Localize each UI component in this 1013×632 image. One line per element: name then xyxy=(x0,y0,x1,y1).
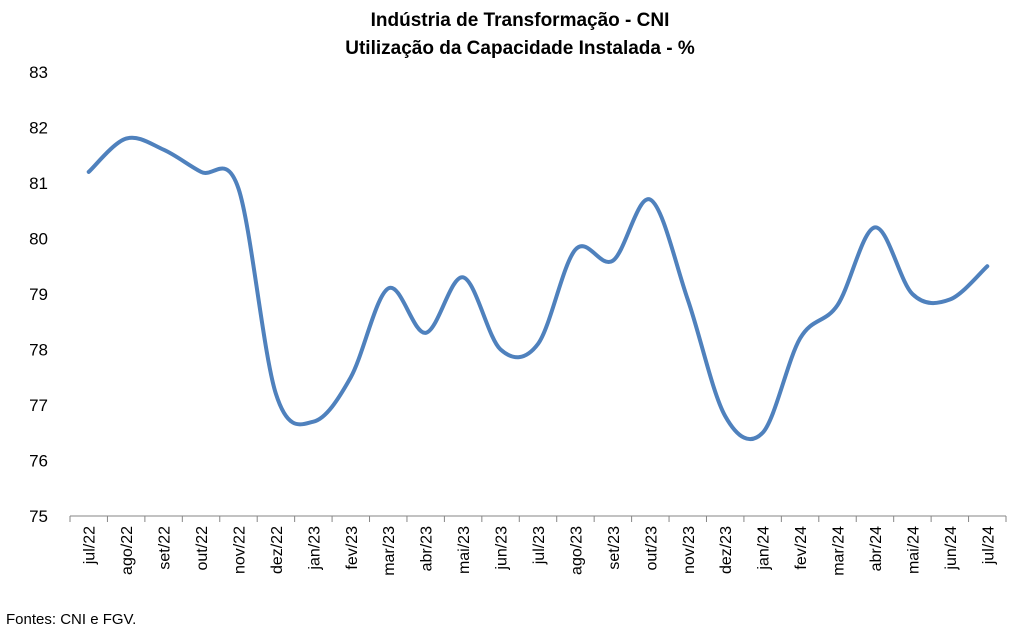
y-tick-label: 77 xyxy=(29,396,48,415)
x-tick-label: dez/23 xyxy=(718,526,735,574)
x-tick-label: mai/24 xyxy=(905,526,922,574)
y-tick-label: 81 xyxy=(29,174,48,193)
y-tick-label: 76 xyxy=(29,452,48,471)
y-tick-label: 79 xyxy=(29,285,48,304)
y-tick-label: 82 xyxy=(29,119,48,138)
x-tick-label: jun/23 xyxy=(494,526,511,571)
x-tick-label: out/23 xyxy=(643,526,660,571)
x-tick-label: jan/24 xyxy=(756,526,773,571)
chart-title: Indústria de Transformação - CNI xyxy=(371,10,670,31)
y-tick-label: 80 xyxy=(29,230,48,249)
x-tick-label: nov/23 xyxy=(681,526,698,574)
x-tick-label: mar/24 xyxy=(831,526,848,576)
x-tick-label: nov/22 xyxy=(231,526,248,574)
x-tick-label: abr/23 xyxy=(419,526,436,571)
x-tick-label: set/22 xyxy=(157,526,174,570)
x-axis: jul/22 ago/22 set/22 out/22 nov/22 dez/22 jan/… xyxy=(69,515,1007,576)
x-tick-label: dez/22 xyxy=(269,526,286,574)
x-tick-label: set/23 xyxy=(606,526,623,570)
x-tick-label: fev/24 xyxy=(793,526,810,570)
y-tick-label: 83 xyxy=(29,63,48,82)
x-tick-label: jul/23 xyxy=(531,526,548,565)
x-tick-label: jan/23 xyxy=(306,526,323,571)
x-tick-label: jul/24 xyxy=(980,526,997,565)
x-tick-label: fev/23 xyxy=(344,526,361,570)
chart-subtitle: Utilização da Capacidade Instalada - % xyxy=(345,38,695,59)
x-tick-label: mai/23 xyxy=(456,526,473,574)
x-tick-label: mar/23 xyxy=(381,526,398,576)
series-layer xyxy=(86,135,990,442)
x-tick-label: jul/22 xyxy=(82,526,99,565)
x-tick-label: out/22 xyxy=(194,526,211,571)
x-tick-label: ago/23 xyxy=(568,526,585,575)
source-note: Fontes: CNI e FGV. xyxy=(6,611,136,628)
series-line xyxy=(86,135,990,442)
y-tick-label: 78 xyxy=(29,341,48,360)
y-axis: 75 76 77 78 79 80 81 82 83 xyxy=(29,63,48,526)
x-tick-label: jun/24 xyxy=(943,526,960,571)
y-tick-label: 75 xyxy=(29,507,48,526)
x-tick-label: abr/24 xyxy=(868,526,885,571)
x-tick-label: ago/22 xyxy=(119,526,136,575)
